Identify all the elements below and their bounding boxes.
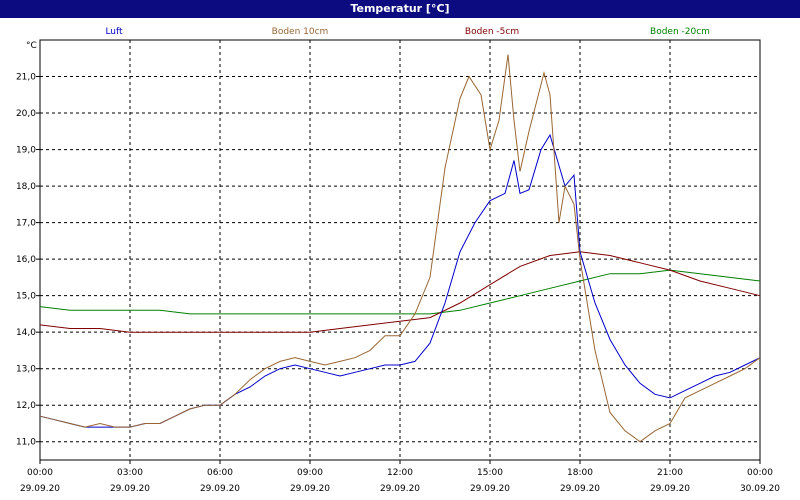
x-tick-time: 21:00 xyxy=(657,468,683,478)
x-tick-date: 29.09.20 xyxy=(650,484,690,494)
y-tick-label: 17,0 xyxy=(16,219,36,229)
legend-entry: Boden -20cm xyxy=(650,27,710,37)
x-tick-time: 12:00 xyxy=(387,468,413,478)
x-tick-date: 29.09.20 xyxy=(20,484,60,494)
y-tick-label: 19,0 xyxy=(16,146,36,156)
x-tick-date: 29.09.20 xyxy=(470,484,510,494)
y-tick-label: 21,0 xyxy=(16,73,36,83)
series-line xyxy=(39,269,761,315)
chart-title: Temperatur [°C] xyxy=(0,0,800,18)
y-tick-label: 13,0 xyxy=(16,365,36,375)
x-tick-time: 03:00 xyxy=(117,468,143,478)
x-tick-date: 29.09.20 xyxy=(200,484,240,494)
legend-entry: Luft xyxy=(105,27,123,37)
temperature-chart: 11,0 12,0 13,0 14,0 15,0 16,0 17,0 18,0 19,0 20,0… xyxy=(16,27,780,494)
x-tick-date: 29.09.20 xyxy=(560,484,600,494)
series-line xyxy=(39,54,761,443)
x-tick-time: 09:00 xyxy=(297,468,323,478)
x-tick-time: 06:00 xyxy=(207,468,233,478)
x-tick-time: 18:00 xyxy=(567,468,593,478)
x-tick-date: 29.09.20 xyxy=(380,484,420,494)
y-tick-label: 20,0 xyxy=(16,109,36,119)
series-line xyxy=(39,251,761,333)
y-axis-label: °C xyxy=(26,41,37,51)
legend-entry: Boden 10cm xyxy=(272,27,329,37)
x-tick-time: 15:00 xyxy=(477,468,503,478)
y-tick-label: 16,0 xyxy=(16,255,36,265)
y-tick-label: 11,0 xyxy=(16,438,36,448)
y-tick-label: 12,0 xyxy=(16,401,36,411)
x-tick-date: 30.09.20 xyxy=(740,484,780,494)
x-tick-time: 00:00 xyxy=(747,468,773,478)
x-tick-date: 29.09.20 xyxy=(110,484,150,494)
x-tick-date: 29.09.20 xyxy=(290,484,330,494)
y-tick-label: 18,0 xyxy=(16,182,36,192)
y-tick-label: 15,0 xyxy=(16,292,36,302)
legend-entry: Boden -5cm xyxy=(465,27,519,37)
y-tick-label: 14,0 xyxy=(16,328,36,338)
x-tick-time: 00:00 xyxy=(27,468,53,478)
